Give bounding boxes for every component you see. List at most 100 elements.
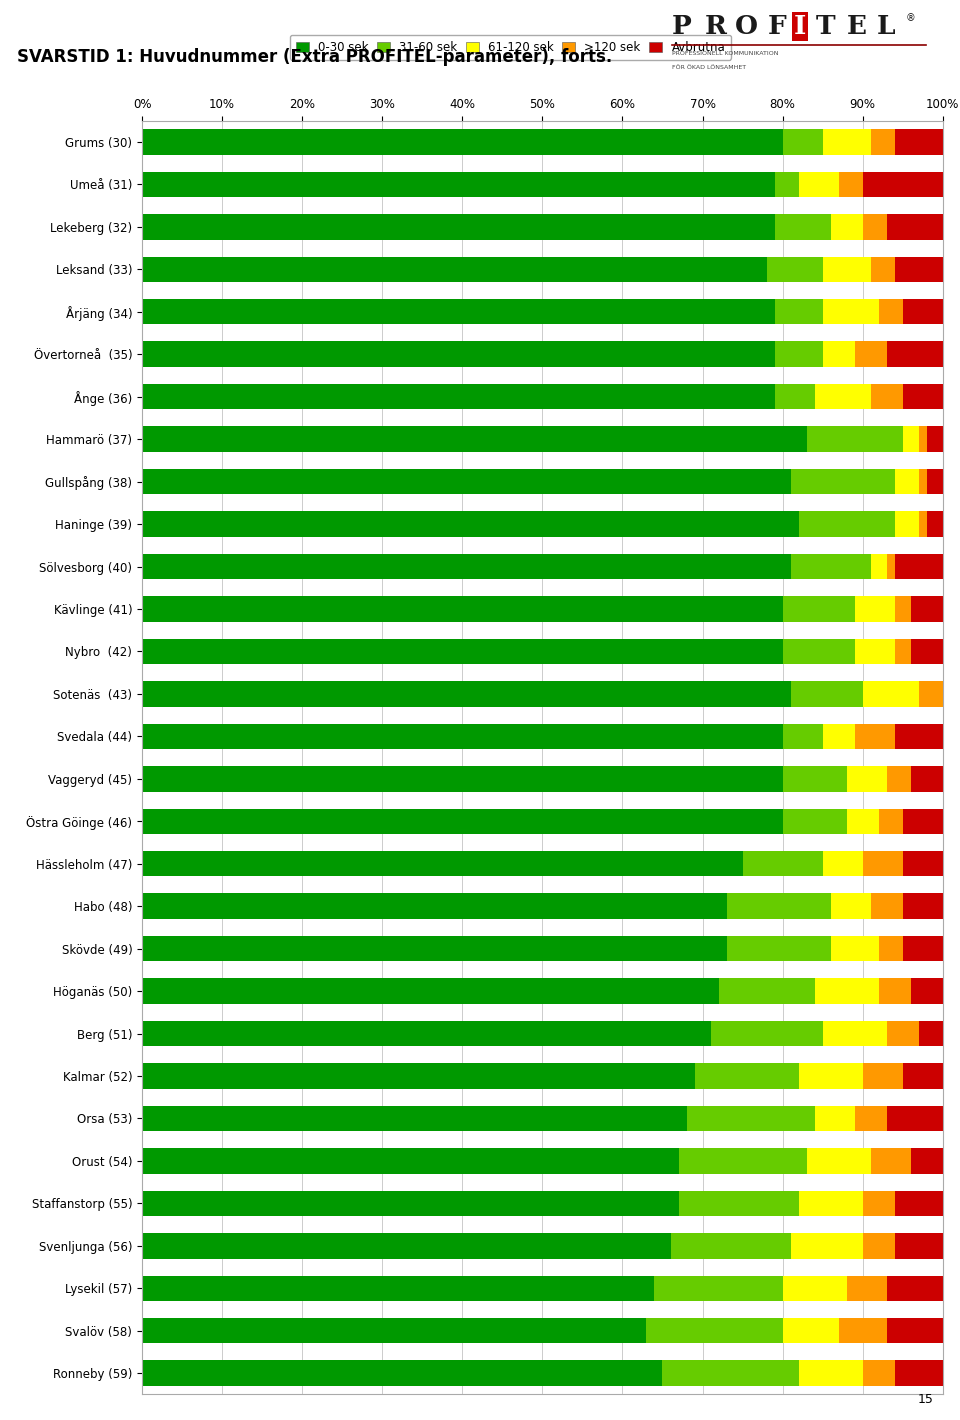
Bar <box>782 1318 839 1343</box>
Bar <box>911 765 943 791</box>
Text: O: O <box>735 14 758 40</box>
Bar <box>863 1233 895 1258</box>
Bar <box>878 936 902 961</box>
Bar <box>854 639 895 665</box>
Bar <box>887 1275 943 1301</box>
Bar <box>142 257 767 283</box>
Text: ®: ® <box>905 13 915 23</box>
Bar <box>775 341 823 366</box>
Bar <box>799 1064 863 1089</box>
Bar <box>782 724 823 750</box>
Bar <box>743 851 823 876</box>
Bar <box>727 893 830 919</box>
Bar <box>919 1021 943 1047</box>
Bar <box>863 1360 895 1386</box>
Bar <box>863 682 919 707</box>
Bar <box>895 129 943 155</box>
Bar <box>782 596 854 622</box>
Bar <box>911 978 943 1004</box>
Bar <box>142 426 806 452</box>
Bar <box>142 936 727 961</box>
Bar <box>142 682 791 707</box>
Bar <box>895 724 943 750</box>
Bar <box>878 978 911 1004</box>
Text: I: I <box>794 14 806 40</box>
Bar <box>902 300 943 325</box>
Text: SVARSTID 1: Huvudnummer (Extra PROFITEL-parameter), forts.: SVARSTID 1: Huvudnummer (Extra PROFITEL-… <box>17 48 612 67</box>
Bar <box>911 639 943 665</box>
Bar <box>775 300 823 325</box>
Bar <box>871 129 895 155</box>
Bar <box>830 893 871 919</box>
Bar <box>718 978 815 1004</box>
Bar <box>142 851 743 876</box>
Bar <box>902 426 919 452</box>
Bar <box>839 1318 887 1343</box>
Bar <box>142 808 782 834</box>
Bar <box>895 596 911 622</box>
Bar <box>142 1149 679 1174</box>
Bar <box>902 1064 943 1089</box>
Bar <box>646 1318 782 1343</box>
Bar <box>142 1318 646 1343</box>
Bar <box>142 1106 686 1132</box>
Bar <box>142 1275 655 1301</box>
Bar <box>902 893 943 919</box>
Bar <box>775 214 830 240</box>
Bar <box>854 341 887 366</box>
Bar <box>895 1233 943 1258</box>
Bar <box>823 257 871 283</box>
Bar <box>142 469 791 494</box>
Bar <box>863 172 943 197</box>
Bar <box>775 172 799 197</box>
Bar <box>871 257 895 283</box>
Bar <box>871 554 887 579</box>
Text: P: P <box>672 14 692 40</box>
Bar <box>895 257 943 283</box>
Bar <box>895 554 943 579</box>
Bar <box>823 300 878 325</box>
Bar <box>142 893 727 919</box>
Bar <box>782 765 847 791</box>
Bar <box>926 511 943 537</box>
Bar <box>887 341 943 366</box>
Bar <box>926 469 943 494</box>
Bar <box>662 1360 799 1386</box>
Bar <box>823 129 871 155</box>
Bar <box>911 1149 943 1174</box>
Bar <box>895 511 919 537</box>
Bar <box>142 511 799 537</box>
Text: R: R <box>705 14 727 40</box>
Bar <box>710 1021 823 1047</box>
Text: PROFESSIONELL KOMMUNIKATION: PROFESSIONELL KOMMUNIKATION <box>672 51 779 57</box>
Bar <box>782 639 854 665</box>
Legend: 0-30 sek, 31-60 sek, 61-120 sek, >120 sek, Avbrutna: 0-30 sek, 31-60 sek, 61-120 sek, >120 se… <box>290 36 732 60</box>
Bar <box>799 511 895 537</box>
Bar <box>919 682 943 707</box>
Bar <box>847 765 887 791</box>
Bar <box>815 978 878 1004</box>
Bar <box>871 383 902 409</box>
Text: FÖR ÖKAD LÖNSAMHET: FÖR ÖKAD LÖNSAMHET <box>672 65 746 71</box>
Bar <box>142 172 775 197</box>
Bar <box>686 1106 815 1132</box>
Bar <box>142 129 782 155</box>
Bar <box>142 596 782 622</box>
Bar <box>679 1190 799 1216</box>
Text: L: L <box>876 14 895 40</box>
Bar <box>806 1149 871 1174</box>
Bar <box>847 808 878 834</box>
Bar <box>895 639 911 665</box>
Bar <box>919 469 926 494</box>
Bar <box>142 341 775 366</box>
Bar <box>142 639 782 665</box>
Bar <box>887 554 895 579</box>
Bar <box>782 129 823 155</box>
Text: F: F <box>768 14 787 40</box>
Bar <box>902 851 943 876</box>
Bar <box>854 724 895 750</box>
Bar <box>142 1190 679 1216</box>
Bar <box>830 214 863 240</box>
Bar <box>871 893 902 919</box>
Bar <box>142 300 775 325</box>
